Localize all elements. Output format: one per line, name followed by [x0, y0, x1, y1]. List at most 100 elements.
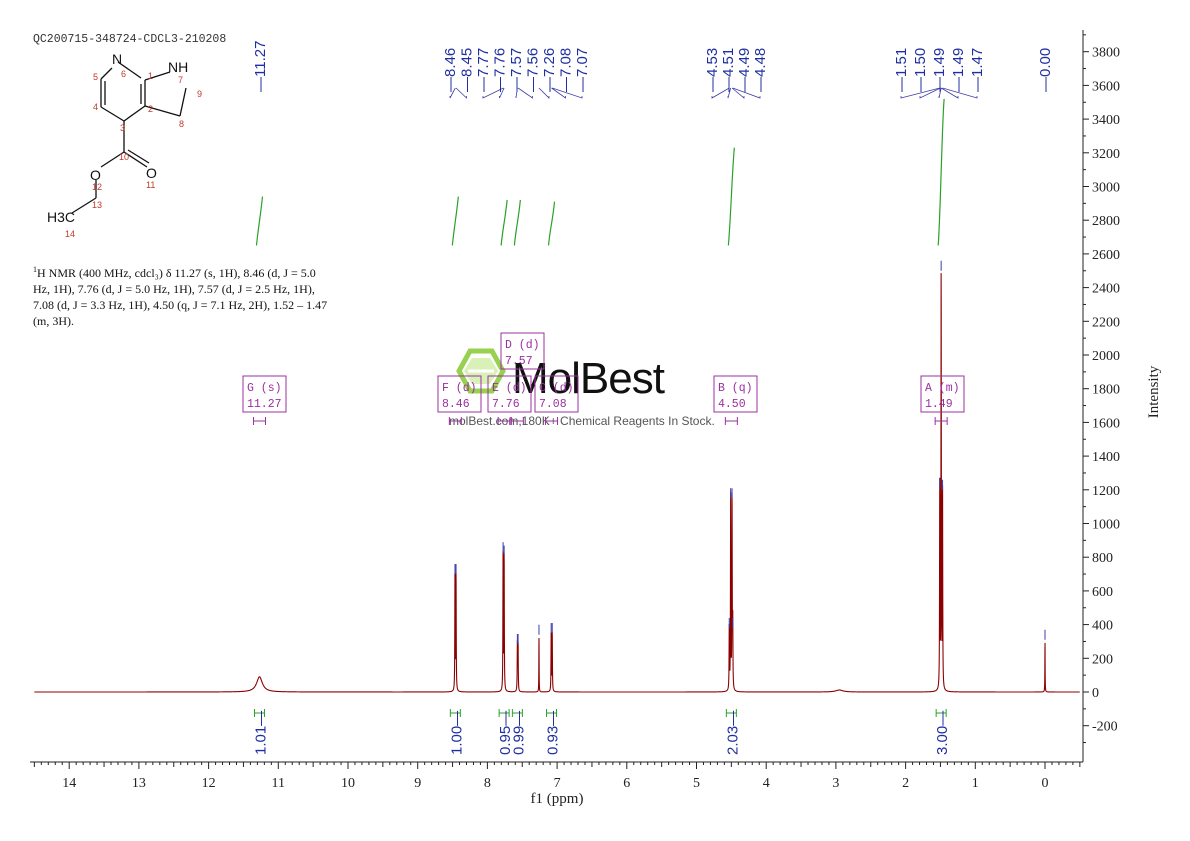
atom-number: 7	[178, 75, 183, 85]
peak-label-connector	[940, 87, 959, 99]
watermark-brand: MolBest	[512, 354, 665, 403]
y-tick-label: 1800	[1092, 383, 1120, 398]
peak-label: —7.07	[574, 48, 591, 92]
y-tick-label: -200	[1092, 720, 1118, 735]
peak-label-connector	[455, 87, 467, 99]
integral-curve	[727, 147, 735, 246]
atom-number: 1	[148, 71, 153, 81]
multiplet-shift: 7.76	[492, 398, 520, 411]
multiplet-label: C (d)	[539, 382, 574, 395]
multiplet-shift: 11.27	[247, 398, 282, 411]
x-tick-label: 13	[132, 776, 146, 791]
atom-number: 8	[179, 119, 184, 129]
peak-label: —4.51	[720, 48, 737, 92]
y-tick-label: 1400	[1092, 450, 1120, 465]
x-axis-title: f1 (ppm)	[531, 791, 584, 807]
x-tick-label: 7	[554, 776, 561, 791]
x-tick-label: 3	[832, 776, 839, 791]
integral-value: 0.99—	[510, 711, 527, 755]
atom-label: H3C	[47, 209, 75, 225]
molbest-logo	[456, 348, 506, 394]
peak-label: —7.56	[525, 48, 542, 92]
y-tick-label: 400	[1092, 619, 1113, 634]
nmr-description: 1H NMR (400 MHz, cdcl₃) δ 11.27 (s, 1H),…	[33, 262, 333, 329]
y-tick-label: 2200	[1092, 315, 1120, 330]
plot-layer: 14 13 12 11 10 9 8 7 6 5 4 3 2 1 0f1 (ppm)-20002004006…	[30, 30, 1162, 807]
atom-number: 4	[93, 102, 98, 112]
integral-value: 1.01—	[252, 711, 269, 755]
integral-value: 0.93—	[545, 711, 562, 755]
peak-label-connector	[919, 87, 941, 99]
peak-label: —1.51	[893, 48, 910, 92]
atom-number: 5	[93, 72, 98, 82]
integral-curve	[451, 196, 459, 246]
multiplet-shift: 7.08	[539, 398, 567, 411]
peak-label-connector	[538, 87, 550, 99]
atom-label: N	[112, 51, 122, 67]
integral-curve	[547, 201, 556, 246]
peak-label: —1.47	[969, 48, 986, 92]
peak-label-connector	[551, 87, 566, 99]
x-tick-label: 12	[202, 776, 216, 791]
y-tick-label: 3200	[1092, 147, 1120, 162]
molecule-structure	[71, 61, 187, 214]
atom-label: O	[90, 167, 101, 183]
x-tick-label: 1	[972, 776, 979, 791]
x-tick-label: 14	[62, 776, 76, 791]
atom-number: 3	[120, 123, 125, 133]
x-tick-label: 10	[341, 776, 355, 791]
multiplet-box	[500, 332, 545, 370]
peak-label-connector	[515, 87, 518, 99]
atom-number: 6	[121, 69, 126, 79]
multiplet-label: B (q)	[718, 382, 753, 395]
nucleus-superscript: 1	[33, 265, 37, 274]
multiplet-shift: 1.49	[925, 398, 953, 411]
peak-label-connector	[499, 87, 505, 99]
y-tick-label: 2400	[1092, 282, 1120, 297]
atom-number: 14	[65, 229, 75, 239]
atom-number: 10	[119, 152, 129, 162]
multiplet-label: F (d)	[442, 382, 477, 395]
peak-label: —7.77	[475, 48, 492, 92]
x-tick-label: 0	[1042, 776, 1049, 791]
x-tick-label: 6	[623, 776, 630, 791]
x-tick-label: 4	[763, 776, 770, 791]
nmr-description-text: H NMR (400 MHz, cdcl₃) δ 11.27 (s, 1H), …	[33, 266, 328, 328]
peak-label: —4.53	[704, 48, 721, 92]
multiplet-shift: 7.57	[505, 355, 533, 368]
multiplet-label: D (d)	[505, 339, 540, 352]
molecule-atoms: N NH O O H3C 1 2 3 4 5 6 7 8 9 10 11 12 …	[47, 51, 202, 239]
integral-value: 2.03—	[724, 711, 741, 755]
multiplet-shift: 4.50	[718, 398, 746, 411]
watermark-tagline: molBest.com,180K+ Chemical Reagents In S…	[449, 414, 715, 428]
multiplet-box	[487, 375, 532, 413]
y-tick-label: 800	[1092, 551, 1113, 566]
atom-number: 11	[146, 180, 155, 190]
spectrum-line	[34, 273, 1080, 693]
peak-label-connector	[938, 87, 942, 99]
peak-label: —4.48	[752, 48, 769, 92]
integral-value: 3.00—	[934, 711, 951, 755]
multiplet-box	[242, 375, 287, 413]
peak-label-connector	[711, 87, 730, 99]
x-tick-label: 2	[902, 776, 909, 791]
peak-label: —0.00	[1037, 48, 1054, 92]
atom-number: 2	[148, 104, 153, 114]
x-tick-label: 9	[414, 776, 421, 791]
peak-label: —4.49	[736, 48, 753, 92]
peak-label: —8.45	[459, 48, 476, 92]
peak-label: —7.26	[541, 48, 558, 92]
x-tick-label: 8	[484, 776, 491, 791]
multiplet-label: G (s)	[247, 382, 282, 395]
atom-number: 13	[92, 200, 102, 210]
y-tick-label: 200	[1092, 652, 1113, 667]
y-tick-label: 0	[1092, 686, 1099, 701]
integral-value: 1.00—	[448, 711, 465, 755]
y-axis-title: Intensity	[1146, 365, 1162, 418]
peak-label: —11.27	[252, 41, 269, 92]
multiplet-box	[534, 375, 579, 413]
atom-number: 12	[92, 182, 102, 192]
y-tick-label: 2600	[1092, 248, 1120, 263]
peak-label: —1.49	[931, 48, 948, 92]
